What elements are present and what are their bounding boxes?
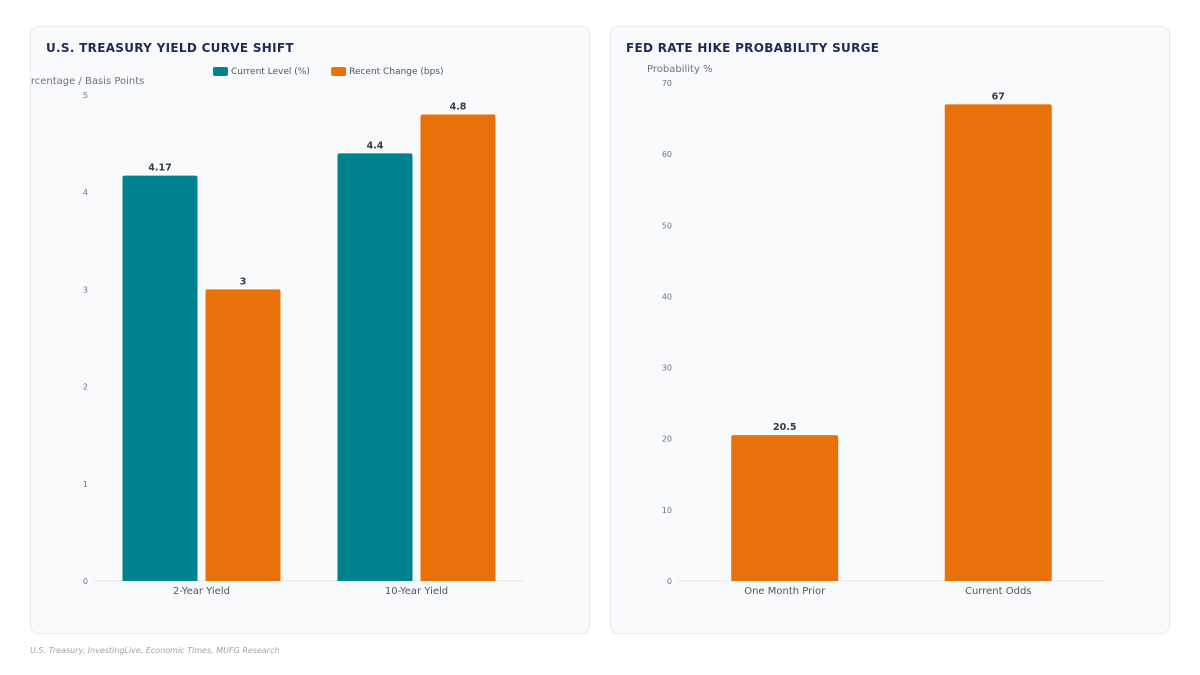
y-tick-label: 20 [662,435,672,444]
fed-chart-title: FED RATE HIKE PROBABILITY SURGE [626,41,880,55]
data-label: 4.8 [450,101,467,112]
bar [944,104,1052,581]
data-label: 20.5 [773,422,796,433]
data-label: 4.4 [367,140,384,151]
legend-swatch [331,67,347,76]
y-axis-label: Percentage / Basis Points [31,76,144,87]
x-category-label: One Month Prior [744,586,826,597]
y-tick-label: 70 [662,79,672,88]
bar [205,289,281,581]
yield-curve-chart: Percentage / Basis Points 0 1 2 3 4 5 2-Year Yi… [31,67,524,597]
x-category-label: 10-Year Yield [385,586,448,597]
y-tick-label: 0 [83,577,88,586]
legend-label: Recent Change (bps) [349,67,443,77]
y-tick-label: 1 [83,480,88,489]
yield-curve-chart-panel: U.S. TREASURY YIELD CURVE SHIFT Percenta… [30,26,590,634]
data-label: 3 [240,276,247,287]
y-tick-label: 0 [667,577,672,586]
fed-probability-chart-panel: FED RATE HIKE PROBABILITY SURGE Probabil… [610,26,1170,634]
y-tick-label: 5 [83,91,88,100]
legend-label: Current Level (%) [231,67,310,77]
y-tick-label: 30 [662,364,672,373]
fed-probability-chart: Probability % 0 10 20 30 40 50 60 70 One Month Pr… [647,64,1105,597]
legend-swatch [213,67,228,76]
data-label: 4.17 [148,163,171,174]
source-note: U.S. Treasury, InvestingLive, Economic T… [30,646,280,655]
y-tick-label: 40 [662,292,672,301]
data-label: 67 [992,91,1005,102]
y-tick-label: 60 [662,150,672,159]
x-category-label: Current Odds [965,586,1032,597]
y-axis-label: Probability % [647,64,713,75]
y-tick-label: 2 [83,383,88,392]
yield-chart-title: U.S. TREASURY YIELD CURVE SHIFT [46,41,294,55]
y-tick-label: 4 [83,188,88,197]
bar [731,435,839,581]
y-tick-label: 50 [662,221,672,230]
bar [420,114,496,581]
y-tick-label: 10 [662,506,672,515]
y-tick-label: 3 [83,285,88,294]
bar [122,175,198,581]
x-category-label: 2-Year Yield [173,586,230,597]
bar [337,153,413,581]
